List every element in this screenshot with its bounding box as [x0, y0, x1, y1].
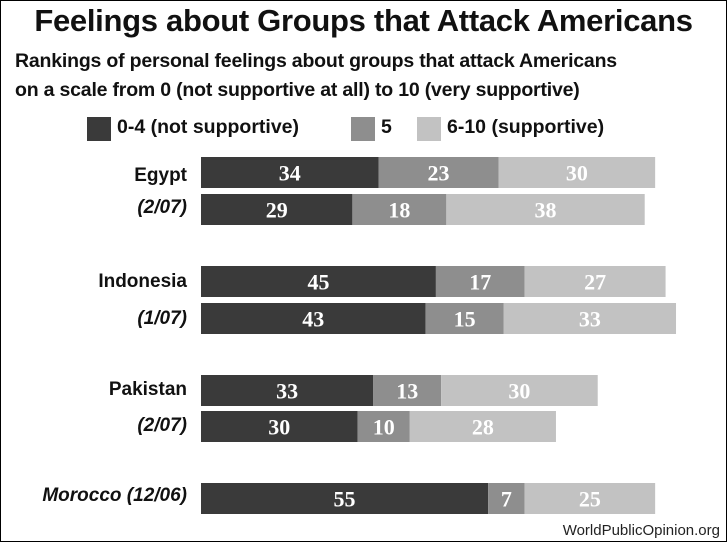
bar-label-row-5-not-supportive: 30 [268, 415, 290, 440]
bar-label-row-5-neutral: 10 [373, 415, 395, 440]
bar-label-row-2-neutral: 17 [469, 270, 491, 295]
source-credit: WorldPublicOpinion.org [562, 522, 720, 539]
bar-label-row-3-neutral: 15 [454, 307, 476, 332]
bar-label-row-0-supportive: 30 [566, 161, 588, 186]
bar-row-1-not-supportive [201, 194, 353, 225]
bar-label-row-0-not-supportive: 34 [279, 161, 301, 186]
bar-row-6-not-supportive [201, 483, 489, 514]
row-label-indonesia-date: (1/07) [137, 308, 187, 329]
bar-row-5-supportive [409, 411, 556, 442]
legend-swatch-supportive [417, 117, 441, 141]
bar-row-3-supportive [503, 303, 677, 334]
bar-row-3-neutral [425, 303, 504, 334]
row-label-pakistan-date: (2/07) [137, 415, 187, 436]
row-label-egypt-date: (2/07) [137, 197, 187, 218]
bar-row-0-not-supportive [201, 157, 379, 188]
chart-subtitle-line-1: Rankings of personal feelings about grou… [15, 50, 617, 72]
bar-label-row-0-neutral: 23 [428, 161, 450, 186]
bar-label-row-2-not-supportive: 45 [307, 270, 329, 295]
bar-row-4-not-supportive [201, 375, 374, 406]
legend-swatch-not-supportive [87, 117, 111, 141]
bar-row-0-supportive [498, 157, 656, 188]
bar-row-2-neutral [435, 266, 525, 297]
bar-label-row-6-not-supportive: 55 [334, 487, 356, 512]
bar-row-1-supportive [446, 194, 645, 225]
bar-row-6-neutral [488, 483, 525, 514]
bar-row-6-supportive [524, 483, 656, 514]
bar-row-4-neutral [373, 375, 442, 406]
bar-label-row-4-neutral: 13 [396, 379, 418, 404]
bar-row-1-neutral [352, 194, 447, 225]
legend-label-supportive: 6-10 (supportive) [447, 116, 605, 138]
bar-row-4-supportive [441, 375, 598, 406]
bar-label-row-4-supportive: 30 [508, 379, 530, 404]
bar-row-2-supportive [524, 266, 666, 297]
bar-label-row-1-not-supportive: 29 [266, 198, 288, 223]
chart-title: Feelings about Groups that Attack Americ… [34, 3, 693, 38]
bar-label-row-5-supportive: 28 [472, 415, 494, 440]
bar-label-row-4-not-supportive: 33 [276, 379, 298, 404]
row-label-indonesia: Indonesia [98, 271, 187, 292]
row-label-morocco: Morocco (12/06) [42, 485, 187, 506]
bar-row-0-neutral [378, 157, 499, 188]
bar-row-2-not-supportive [201, 266, 436, 297]
row-label-pakistan: Pakistan [108, 379, 187, 400]
bar-label-row-6-supportive: 25 [579, 487, 601, 512]
bar-label-row-2-supportive: 27 [584, 270, 606, 295]
bar-label-row-6-neutral: 7 [501, 487, 512, 512]
bar-label-row-1-supportive: 38 [535, 198, 557, 223]
bar-row-5-neutral [357, 411, 410, 442]
legend-swatch-neutral [351, 117, 375, 141]
bar-row-5-not-supportive [201, 411, 358, 442]
row-label-egypt: Egypt [134, 165, 187, 186]
bar-label-row-3-not-supportive: 43 [302, 307, 324, 332]
bar-row-3-not-supportive [201, 303, 426, 334]
legend-label-neutral: 5 [381, 116, 392, 138]
chart-subtitle-line-2: on a scale from 0 (not supportive at all… [15, 79, 580, 101]
bar-label-row-3-supportive: 33 [579, 307, 601, 332]
legend-label-not-supportive: 0-4 (not supportive) [117, 116, 300, 138]
bar-label-row-1-neutral: 18 [388, 198, 410, 223]
